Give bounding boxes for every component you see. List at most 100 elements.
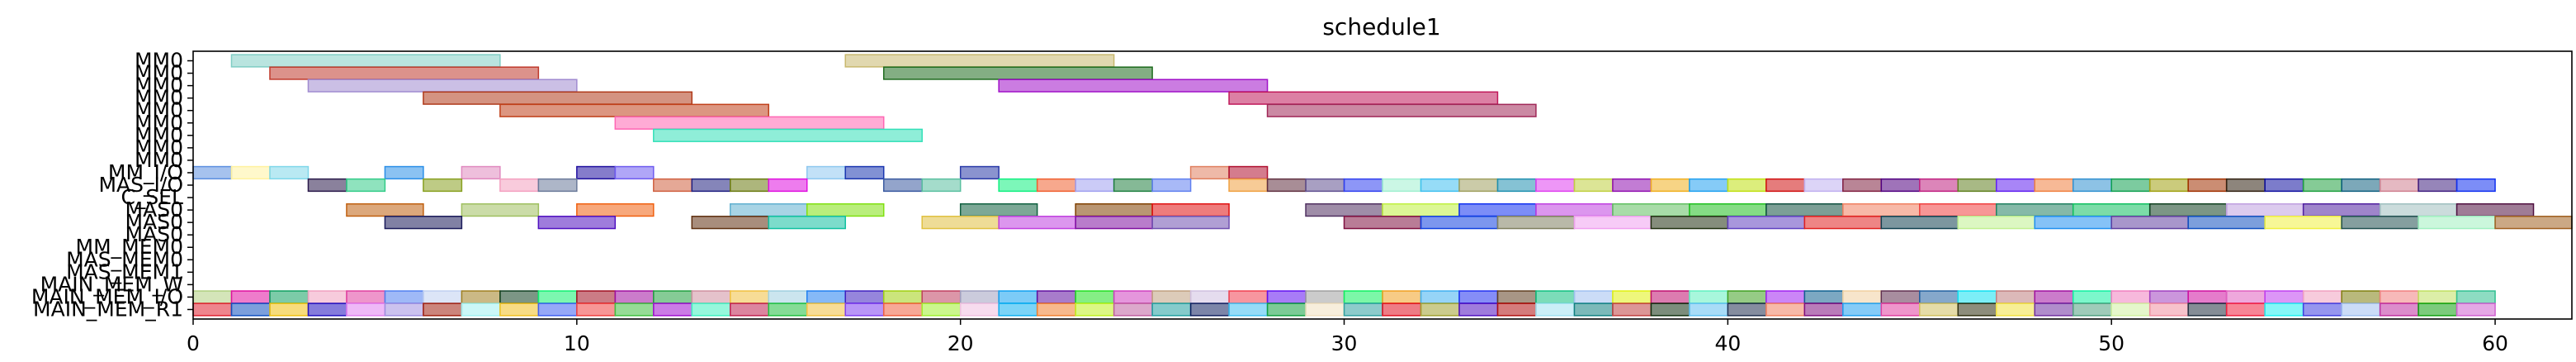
task-bar xyxy=(1803,290,1844,304)
y-tick-label: MM_I/O xyxy=(108,160,183,184)
task-bar xyxy=(2302,178,2342,193)
task-bar xyxy=(1689,302,1729,317)
task-bar xyxy=(1343,178,1383,193)
task-bar xyxy=(2264,178,2304,193)
x-tick-label: 50 xyxy=(2098,331,2125,355)
y-tick-label: MM0 xyxy=(135,86,183,110)
task-bar xyxy=(2148,178,2189,193)
task-bar xyxy=(691,302,731,317)
task-bar xyxy=(691,178,731,193)
task-bar xyxy=(730,290,770,304)
task-bar xyxy=(1535,302,1576,317)
task-bar xyxy=(537,216,617,230)
task-bar xyxy=(768,216,846,230)
task-bar xyxy=(2418,302,2458,317)
task-bar xyxy=(384,216,463,230)
task-bar xyxy=(2034,302,2074,317)
task-bar xyxy=(1957,290,1997,304)
task-bar xyxy=(1535,202,1614,217)
task-bar xyxy=(499,302,540,317)
task-bar xyxy=(1189,302,1230,317)
task-bar xyxy=(1458,302,1499,317)
task-bar xyxy=(691,290,731,304)
task-bar xyxy=(1266,178,1307,193)
task-bar xyxy=(1689,202,1767,217)
task-bar xyxy=(2455,302,2496,317)
task-bar xyxy=(1880,178,1921,193)
task-bar xyxy=(614,290,655,304)
task-bar xyxy=(1382,302,1422,317)
task-bar xyxy=(576,290,617,304)
x-tick-label: 30 xyxy=(1331,331,1358,355)
task-bar xyxy=(1458,178,1499,193)
x-tick-label: 60 xyxy=(2482,331,2508,355)
task-bar xyxy=(2225,202,2304,217)
task-bar xyxy=(1727,178,1767,193)
task-bar xyxy=(1305,290,1345,304)
task-bar xyxy=(576,165,617,180)
task-bar xyxy=(730,202,808,217)
task-bar xyxy=(537,178,578,193)
y-tick-label: MAIN_MEM_W xyxy=(40,272,183,296)
y-tick-label: MAS_I/O xyxy=(98,173,183,197)
task-bar xyxy=(998,216,1076,230)
task-bar xyxy=(2072,202,2151,217)
task-bar xyxy=(1189,165,1230,180)
task-bar xyxy=(653,290,693,304)
y-tick-label: MM_MEM0 xyxy=(76,235,183,259)
task-bar xyxy=(1612,290,1652,304)
task-bar xyxy=(2187,178,2228,193)
task-bar xyxy=(2225,302,2266,317)
task-bar xyxy=(1957,216,2035,230)
task-bar xyxy=(921,290,962,304)
task-bar xyxy=(2455,202,2535,217)
task-bar xyxy=(959,165,1000,180)
task-bar xyxy=(1995,302,2035,317)
task-bar xyxy=(1075,178,1115,193)
task-bar xyxy=(384,302,424,317)
task-bar xyxy=(2302,290,2342,304)
task-bar xyxy=(1919,178,1959,193)
task-bar xyxy=(576,202,655,217)
task-bar xyxy=(1803,302,1844,317)
task-bar xyxy=(1420,290,1460,304)
task-bar xyxy=(2148,302,2189,317)
task-bar xyxy=(307,290,347,304)
task-bar xyxy=(1650,290,1690,304)
task-bar xyxy=(1305,178,1345,193)
task-bar xyxy=(2264,290,2304,304)
task-bar xyxy=(1650,178,1690,193)
task-bar xyxy=(423,302,463,317)
task-bar xyxy=(1189,290,1230,304)
task-bar xyxy=(998,178,1038,193)
y-tick-label: MM0 xyxy=(135,136,183,160)
task-bar xyxy=(1075,290,1115,304)
task-bar xyxy=(1880,290,1921,304)
task-bar xyxy=(1382,202,1460,217)
task-bar xyxy=(307,79,578,93)
task-bar xyxy=(1382,178,1422,193)
task-bar xyxy=(1113,290,1153,304)
task-bar xyxy=(1650,216,1729,230)
task-bar xyxy=(1919,202,1997,217)
task-bar xyxy=(1496,290,1537,304)
task-bar xyxy=(614,165,655,180)
task-bar xyxy=(1343,290,1383,304)
chart-title: schedule1 xyxy=(1322,13,1440,40)
task-bar xyxy=(1535,290,1576,304)
task-bar xyxy=(882,290,923,304)
task-bar xyxy=(844,302,885,317)
task-bar xyxy=(1727,290,1767,304)
task-bar xyxy=(1612,302,1652,317)
task-bar xyxy=(192,302,233,317)
task-bar xyxy=(2341,302,2381,317)
task-bar xyxy=(384,165,424,180)
task-bar xyxy=(1228,91,1499,105)
task-bar xyxy=(1496,178,1537,193)
task-bar xyxy=(2072,290,2112,304)
task-bar xyxy=(959,302,1000,317)
task-bar xyxy=(614,302,655,317)
task-bar xyxy=(1420,216,1499,230)
task-bar xyxy=(2110,178,2151,193)
task-bar xyxy=(1573,290,1614,304)
